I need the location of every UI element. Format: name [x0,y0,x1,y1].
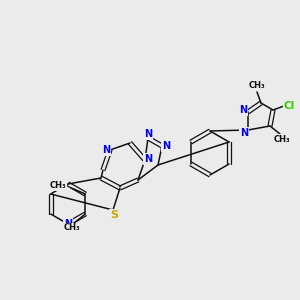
Text: N: N [144,154,152,164]
Text: S: S [110,210,118,220]
Text: N: N [240,128,248,138]
Text: N: N [64,219,72,229]
Text: CH₃: CH₃ [249,82,265,91]
Text: N: N [239,105,247,115]
Text: CH₃: CH₃ [50,182,66,190]
Text: CH₃: CH₃ [64,224,81,232]
Text: N: N [144,129,152,139]
Text: Cl: Cl [284,101,295,111]
Text: CH₃: CH₃ [274,134,290,143]
Text: N: N [102,145,110,155]
Text: N: N [162,141,170,151]
